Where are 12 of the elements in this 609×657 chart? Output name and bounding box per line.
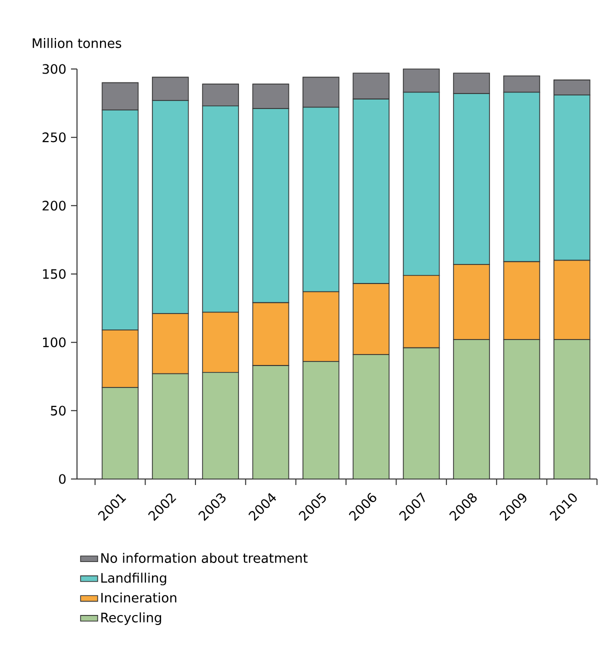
legend-label: Incineration — [101, 592, 176, 603]
legend-label: Landfilling — [101, 572, 166, 586]
y-tick-label: 200 — [42, 200, 66, 211]
y-tick-label: 250 — [42, 132, 66, 142]
legend-label: No information about treatment — [101, 552, 308, 563]
y-tick-label: 300 — [42, 64, 66, 74]
y-tick-label: 150 — [43, 269, 66, 279]
y-tick-label: 0 — [59, 474, 66, 484]
y-tick-label: 50 — [50, 406, 66, 416]
legend-label: Recycling — [101, 612, 162, 625]
y-axis-title: Million tonnes — [32, 38, 122, 48]
y-tick-label: 100 — [43, 337, 66, 348]
